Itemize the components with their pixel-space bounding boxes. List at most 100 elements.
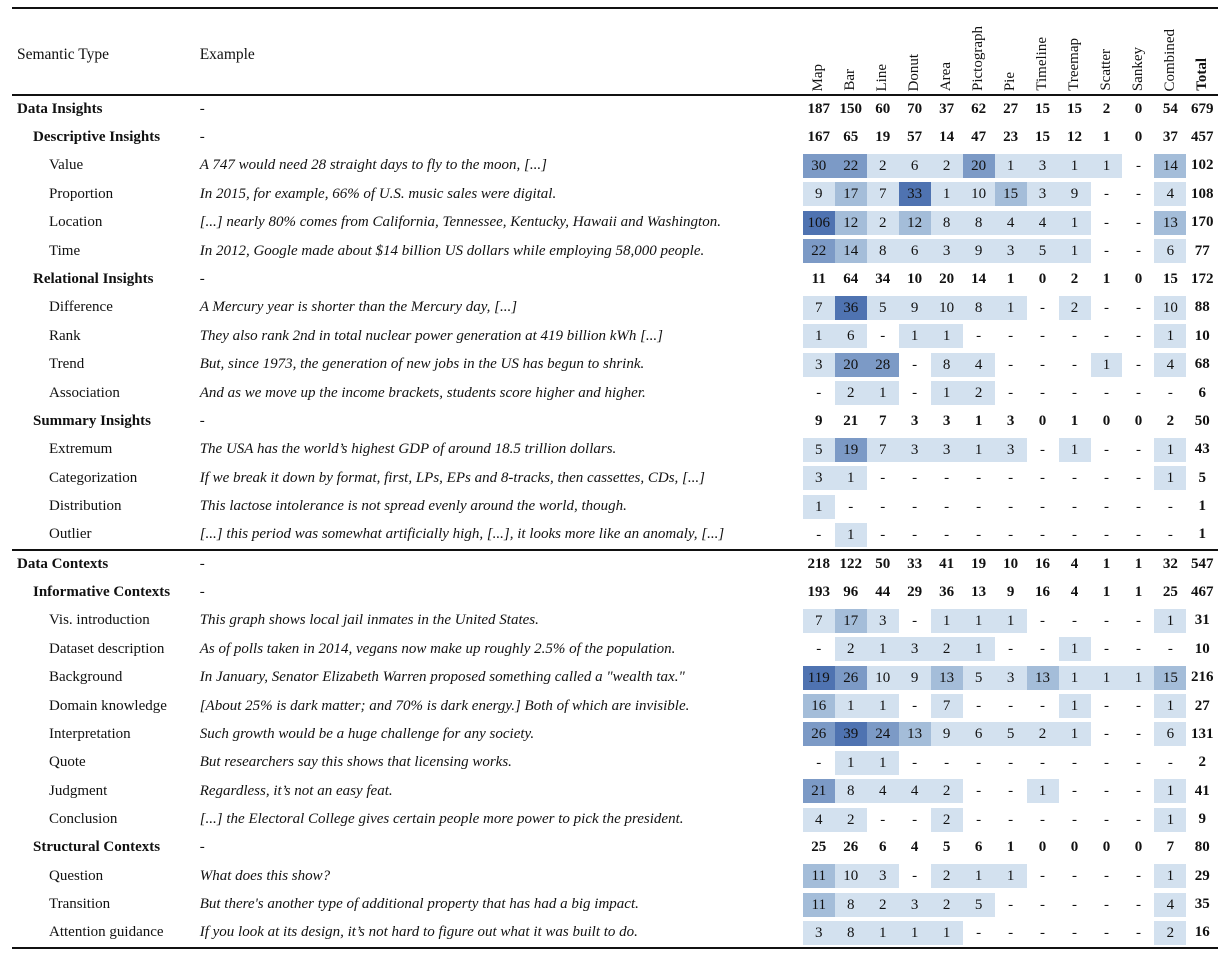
count-cell: - <box>962 464 995 492</box>
count-cell: 1 <box>802 492 835 520</box>
count-value: 2 <box>1058 295 1091 320</box>
count-value: 3 <box>1026 153 1059 178</box>
count-cell: - <box>898 692 931 720</box>
count-value: 1 <box>866 694 899 718</box>
count-cell: 30 <box>802 152 835 180</box>
count-value: 2 <box>930 637 963 662</box>
count-cell: 7 <box>802 607 835 635</box>
count-value: - <box>802 522 835 547</box>
count-value: 1 <box>866 637 899 662</box>
count-cell: 3 <box>930 436 963 464</box>
count-cell: - <box>994 379 1027 407</box>
count-value: 3 <box>930 239 963 264</box>
count-value: - <box>1058 494 1091 519</box>
count-value: 17 <box>834 182 867 207</box>
count-cell: 25 <box>811 839 827 856</box>
count-cell: 2 <box>834 635 867 663</box>
count-value: 1 <box>930 920 963 945</box>
count-cell: - <box>1122 692 1155 720</box>
total-cell: 172 <box>1190 271 1214 288</box>
count-value: - <box>1122 352 1155 377</box>
total-cell: 102 <box>1190 157 1214 174</box>
count-value: 10 <box>930 295 963 320</box>
example-cell: But, since 1973, the generation of new j… <box>199 356 645 373</box>
semantic-type-cell: Quote <box>49 754 86 771</box>
count-cell: 3 <box>1026 152 1059 180</box>
count-cell: 1 <box>1006 839 1015 856</box>
count-value: - <box>930 750 963 775</box>
count-cell: 11 <box>802 891 835 919</box>
count-value: - <box>1026 807 1059 832</box>
count-value: 13 <box>1154 210 1187 235</box>
count-value: 8 <box>866 239 899 264</box>
count-cell: - <box>1154 635 1187 663</box>
count-value: 2 <box>1026 722 1059 747</box>
count-value: - <box>1026 466 1059 491</box>
count-cell: - <box>994 492 1027 520</box>
count-value: - <box>994 466 1027 491</box>
count-value: - <box>1058 466 1091 491</box>
table-row: Value A 747 would need 28 straight days t… <box>12 152 1218 180</box>
semantic-type-cell: Proportion <box>49 185 114 202</box>
count-value: 1 <box>866 920 899 945</box>
count-cell: 15 <box>1035 101 1051 118</box>
count-value: 1 <box>898 324 931 349</box>
count-value: - <box>962 494 995 519</box>
table-body: Data Insights -187 150 60 70 37 62 27 15 15 2 0 54 67… <box>12 95 1218 949</box>
count-cell: - <box>1122 237 1155 265</box>
count-value: - <box>962 779 995 804</box>
count-cell: - <box>1154 492 1187 520</box>
count-value: 2 <box>930 153 963 178</box>
count-cell: 47 <box>971 129 987 146</box>
count-value: 8 <box>962 210 995 235</box>
count-value: - <box>1058 750 1091 775</box>
total-cell: 2 <box>1198 754 1206 771</box>
count-cell: 4 <box>1154 351 1187 379</box>
count-cell: 1 <box>1006 271 1015 288</box>
count-cell: 9 <box>802 180 835 208</box>
count-cell: 1 <box>1026 777 1059 805</box>
example-cell: - <box>194 548 803 579</box>
example-cell: [...] this period was somewhat artificia… <box>199 526 725 543</box>
count-value: - <box>1122 437 1155 462</box>
count-value: 3 <box>898 437 931 462</box>
count-value: - <box>866 522 899 547</box>
count-cell: - <box>1122 521 1155 550</box>
count-value: 1 <box>994 608 1027 633</box>
count-value: 11 <box>802 864 835 889</box>
count-cell: 15 <box>1162 271 1178 288</box>
count-cell: 28 <box>866 351 899 379</box>
count-cell: 1 <box>1090 548 1123 579</box>
count-cell: - <box>898 862 931 890</box>
count-cell: 2 <box>834 805 867 833</box>
count-cell: 4 <box>994 209 1027 237</box>
count-cell: 0 <box>1102 412 1111 429</box>
table-row: Relational Insights -11 64 34 10 20 14 1 0 2 1 0 15 1… <box>12 265 1218 293</box>
count-value: 9 <box>1058 182 1091 207</box>
table-row: Categorization If we break it down by for… <box>12 464 1218 492</box>
count-cell: - <box>1026 749 1059 777</box>
count-cell: 13 <box>1154 209 1187 237</box>
count-cell: - <box>1090 918 1123 949</box>
semantic-type-cell: Data Insights <box>17 101 103 118</box>
count-value: - <box>1122 295 1155 320</box>
count-cell: 4 <box>962 351 995 379</box>
count-cell: 10 <box>994 548 1027 579</box>
count-cell: 6 <box>962 720 995 748</box>
count-value: 33 <box>898 182 931 207</box>
count-cell: 15 <box>1154 663 1187 691</box>
table-row: Rank They also rank 2nd in total nuclear … <box>12 322 1218 350</box>
count-value: 1 <box>866 381 899 406</box>
header-example: Example <box>194 7 803 96</box>
example-cell: - <box>199 412 205 429</box>
example-cell: [About 25% is dark matter; and 70% is da… <box>199 697 690 714</box>
count-value: - <box>962 750 995 775</box>
count-value: 3 <box>898 892 931 917</box>
count-cell: 5 <box>942 839 951 856</box>
count-cell: - <box>962 777 995 805</box>
count-value: - <box>994 694 1027 718</box>
count-cell: 0 <box>1038 271 1047 288</box>
count-value: 9 <box>930 722 963 747</box>
semantic-type-cell: Informative Contexts <box>33 583 171 600</box>
count-cell: 3 <box>1026 180 1059 208</box>
